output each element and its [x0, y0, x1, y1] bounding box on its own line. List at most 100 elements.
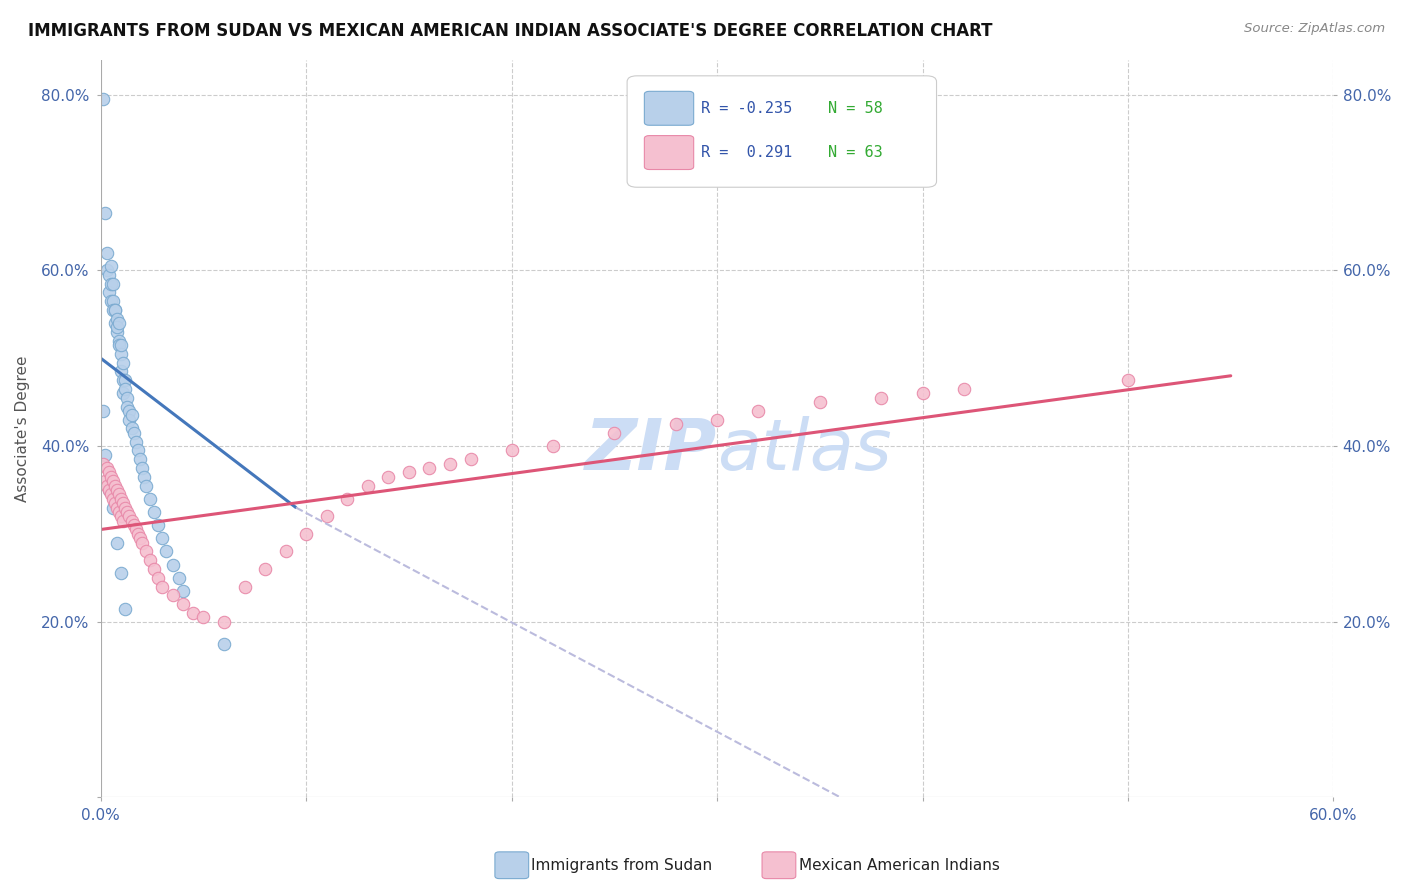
Point [870, 391, 893, 405]
Point [139, 491, 162, 506]
Point [122, 518, 145, 533]
Point [96, 263, 118, 277]
Text: N = 63: N = 63 [828, 145, 883, 160]
Point [150, 580, 173, 594]
Point [212, 615, 235, 629]
Point [110, 364, 132, 378]
Point [97, 483, 120, 497]
Text: Mexican American Indians: Mexican American Indians [799, 858, 1000, 872]
Point [114, 500, 136, 515]
Point [104, 316, 127, 330]
Point [121, 514, 143, 528]
Point [110, 509, 132, 524]
Point [118, 404, 141, 418]
Point [117, 400, 139, 414]
Point [101, 474, 124, 488]
Point [181, 606, 204, 620]
Point [155, 544, 177, 558]
Point [233, 580, 256, 594]
Point [108, 338, 131, 352]
Text: atlas: atlas [717, 416, 891, 485]
Point [132, 470, 155, 484]
Point [96, 245, 118, 260]
Point [127, 443, 149, 458]
Point [870, 162, 893, 177]
Point [128, 452, 150, 467]
FancyBboxPatch shape [644, 91, 693, 125]
Point [117, 391, 139, 405]
Point [114, 382, 136, 396]
Point [105, 325, 128, 339]
Point [101, 294, 124, 309]
Point [135, 478, 157, 492]
Point [97, 268, 120, 282]
Point [117, 505, 139, 519]
Point [112, 373, 135, 387]
Point [1116, 373, 1139, 387]
Point [100, 294, 122, 309]
Point [105, 311, 128, 326]
Point [274, 544, 297, 558]
Point [101, 491, 124, 506]
Point [398, 466, 420, 480]
Point [112, 386, 135, 401]
Point [911, 386, 934, 401]
Point [172, 584, 194, 599]
Point [104, 302, 127, 317]
Point [603, 425, 626, 440]
Point [665, 417, 688, 431]
Point [952, 382, 974, 396]
Point [747, 404, 769, 418]
Point [121, 409, 143, 423]
Point [101, 302, 124, 317]
Point [254, 562, 277, 576]
Point [128, 531, 150, 545]
Point [122, 425, 145, 440]
Point [418, 461, 440, 475]
Point [135, 544, 157, 558]
Point [357, 478, 380, 492]
Point [124, 434, 146, 449]
Point [97, 285, 120, 300]
Point [143, 562, 166, 576]
Point [460, 452, 482, 467]
Text: R = -0.235: R = -0.235 [702, 101, 793, 116]
Point [143, 505, 166, 519]
Point [167, 571, 190, 585]
Point [91, 404, 114, 418]
Point [808, 395, 831, 409]
Point [112, 496, 135, 510]
Point [127, 527, 149, 541]
Point [100, 470, 122, 484]
Text: Immigrants from Sudan: Immigrants from Sudan [531, 858, 713, 872]
Point [105, 483, 128, 497]
Point [706, 413, 728, 427]
Point [118, 509, 141, 524]
Point [108, 505, 131, 519]
Point [148, 518, 170, 533]
Point [110, 566, 132, 581]
Point [124, 523, 146, 537]
Point [112, 514, 135, 528]
Point [108, 334, 131, 348]
Point [148, 571, 170, 585]
Point [193, 610, 215, 624]
Point [114, 373, 136, 387]
Point [94, 448, 117, 462]
Text: R =  0.291: R = 0.291 [702, 145, 793, 160]
Point [104, 478, 127, 492]
Point [104, 496, 127, 510]
Point [501, 443, 523, 458]
Point [439, 457, 461, 471]
Text: Source: ZipAtlas.com: Source: ZipAtlas.com [1244, 22, 1385, 36]
Point [104, 302, 127, 317]
Point [96, 461, 118, 475]
Point [172, 597, 194, 611]
Point [131, 461, 153, 475]
Point [105, 320, 128, 334]
Point [100, 259, 122, 273]
Point [110, 491, 132, 506]
Point [97, 466, 120, 480]
Point [212, 637, 235, 651]
Point [110, 347, 132, 361]
